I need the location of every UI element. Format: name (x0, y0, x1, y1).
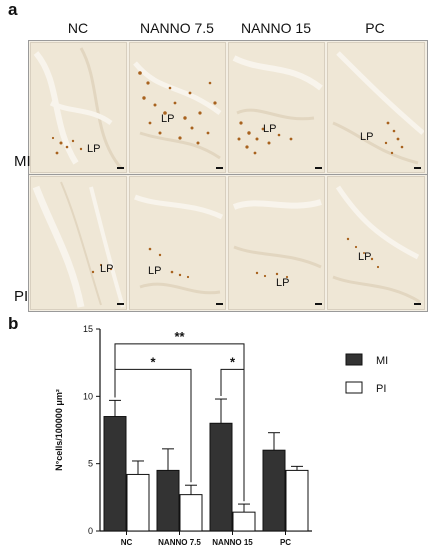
column-header-nc: NC (67, 20, 89, 36)
micrograph-pi-pc: LP (327, 176, 425, 310)
x-tick-label: NANNO 15 (212, 538, 253, 547)
lp-label: LP (87, 143, 101, 155)
scale-bar (216, 167, 223, 169)
tissue-texture (134, 194, 224, 295)
significance-label: * (230, 354, 236, 369)
micrograph-mi-pc: LP (327, 42, 425, 173)
lp-label: LP (161, 113, 175, 125)
bar-mi (103, 416, 127, 532)
row-divider (29, 174, 427, 175)
legend-swatch-pi (345, 381, 363, 394)
scale-bar (117, 303, 124, 305)
micrograph-pi-nc: LP (30, 176, 127, 310)
tissue-texture (133, 61, 222, 160)
bars (103, 398, 309, 532)
bar-mi (262, 449, 286, 532)
legend: MI PI (345, 353, 388, 395)
scale-bar (315, 167, 322, 169)
bar-pi (126, 473, 150, 532)
lp-label: LP (358, 251, 372, 263)
scale-bar (117, 167, 124, 169)
row-label-pi: PI (14, 288, 29, 305)
lp-label: LP (263, 123, 277, 135)
bar-mi (156, 469, 180, 532)
tissue-texture (33, 47, 123, 169)
lp-label: LP (276, 277, 290, 289)
panel-b-label: b (8, 314, 19, 333)
lp-label: LP (148, 265, 162, 277)
bar-mi (209, 422, 233, 532)
significance-label: * (150, 354, 156, 369)
y-axis-label: N°cells/100000 μm² (54, 389, 64, 471)
lp-label: LP (100, 263, 114, 275)
tissue-texture (332, 51, 424, 165)
significance-bracket (220, 368, 245, 502)
micrograph-mi-nc: LP (30, 42, 127, 173)
panel-a-label: a (8, 0, 18, 19)
scale-bar (216, 303, 223, 305)
micrograph-grid: LP LP (14, 40, 428, 312)
micrograph-pi-nanno-15: LP (228, 176, 325, 310)
bar-pi (285, 469, 309, 532)
scale-bar (315, 303, 322, 305)
column-header-nanno-7-5: NANNO 7.5 (140, 20, 214, 36)
bar-pi (232, 511, 256, 532)
significance-brackets: **** (114, 329, 245, 502)
y-tick-label: 10 (83, 391, 93, 401)
tissue-texture (232, 55, 323, 155)
y-tick-label: 15 (83, 324, 93, 334)
micrograph-mi-nanno-7-5: LP (129, 42, 226, 173)
legend-swatch-mi (345, 353, 363, 366)
x-tick-label: PC (280, 538, 291, 547)
bar-pi (179, 494, 203, 532)
scale-bar (414, 303, 421, 305)
lp-label: LP (360, 131, 374, 143)
micrograph-pi-nanno-7-5: LP (129, 176, 226, 310)
tissue-texture (32, 181, 125, 308)
y-tick-label: 0 (88, 526, 93, 536)
column-header-pc: PC (365, 20, 385, 36)
legend-label-pi: PI (376, 383, 386, 395)
scale-bar (414, 167, 421, 169)
tissue-texture (232, 199, 322, 279)
x-tick-label: NC (121, 538, 133, 547)
y-tick-label: 5 (88, 459, 93, 469)
micrograph-mi-nanno-15: LP (228, 42, 325, 173)
tissue-texture (332, 185, 421, 304)
legend-label-mi: MI (376, 355, 388, 367)
column-header-nanno-15: NANNO 15 (240, 20, 312, 36)
cell-count-bar-chart: N°cells/100000 μm² 0 5 10 15 NC NANNO 7.5 NANN… (54, 324, 388, 547)
x-tick-label: NANNO 7.5 (158, 538, 201, 547)
row-label-mi: MI (14, 153, 31, 170)
significance-label: ** (174, 329, 185, 344)
